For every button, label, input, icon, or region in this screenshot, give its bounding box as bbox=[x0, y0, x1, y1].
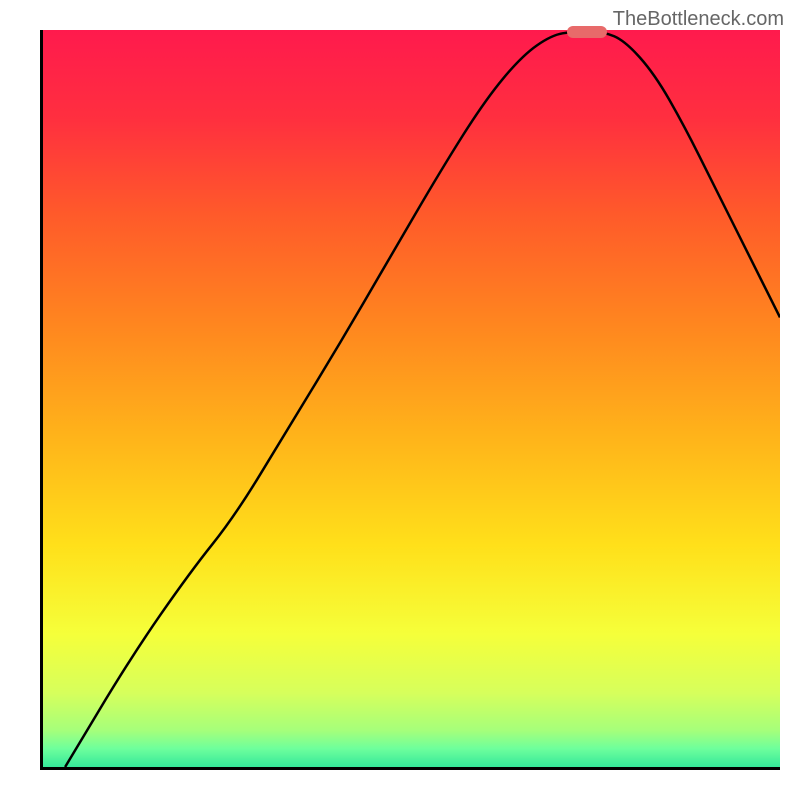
bottleneck-chart: TheBottleneck.com bbox=[0, 0, 800, 800]
optimal-marker bbox=[567, 26, 607, 38]
plot-area bbox=[40, 30, 780, 770]
watermark-text: TheBottleneck.com bbox=[613, 8, 784, 31]
bottleneck-curve bbox=[43, 30, 780, 767]
